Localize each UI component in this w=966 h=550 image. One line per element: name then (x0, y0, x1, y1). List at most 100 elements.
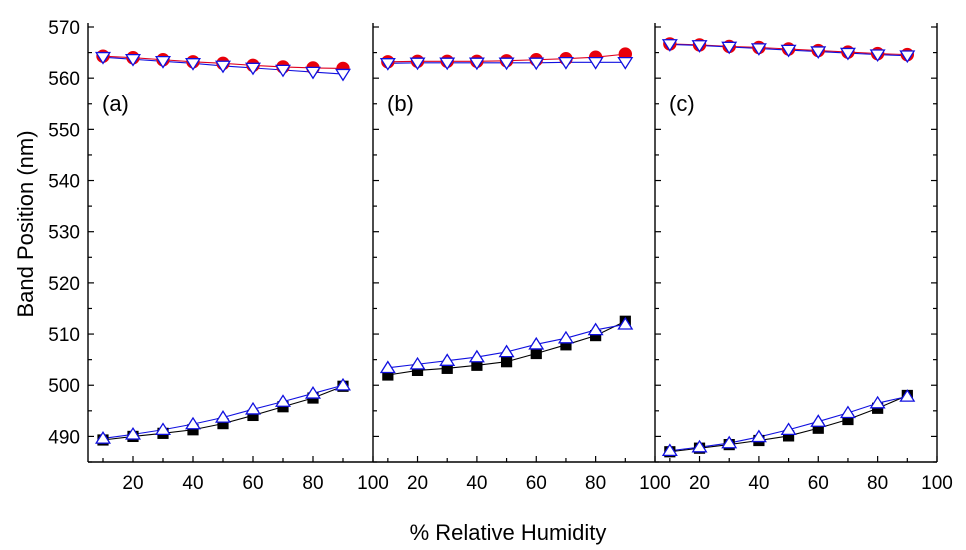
x-tick-label: 80 (585, 473, 606, 494)
y-tick-label: 500 (48, 376, 80, 397)
data-point-square (842, 413, 854, 426)
panel-2: 20 40 60 80 100 (b) (372, 23, 671, 494)
data-point-triangle-down (691, 40, 708, 53)
data-point-triangle-down (587, 57, 604, 70)
data-point-triangle-up (275, 394, 291, 407)
data-point-triangle-up (557, 330, 574, 344)
data-point-triangle-up (869, 395, 886, 409)
data-point-square (471, 359, 483, 371)
y-tick-label: 490 (48, 427, 80, 448)
data-point-square (382, 369, 394, 381)
data-point-triangle-up (810, 414, 827, 427)
data-point-triangle-up (587, 322, 604, 336)
y-tick-label: 530 (48, 223, 80, 244)
data-point-triangle-down (379, 58, 396, 71)
data-point-triangle-up (498, 344, 515, 358)
data-point-triangle-up (439, 353, 456, 366)
data-point-triangle-up (839, 405, 856, 419)
data-point-triangle-down (409, 57, 426, 71)
data-point-triangle-up (125, 426, 141, 440)
data-point-square (530, 347, 542, 360)
data-point-square (411, 364, 424, 376)
x-tick-label: 40 (466, 473, 487, 494)
panel-3: 20 40 60 80 100 (c) (654, 23, 953, 494)
x-tick-label: 80 (302, 473, 323, 494)
data-point-triangle-down (899, 50, 916, 64)
x-tick-label: 20 (122, 473, 143, 494)
data-point-square (560, 339, 572, 351)
x-tick-label: 100 (357, 473, 389, 494)
data-point-triangle-down (275, 64, 291, 78)
y-axis-title: Band Position (nm) (13, 130, 38, 317)
data-point-triangle-up (468, 349, 485, 363)
y-tick-label: 560 (48, 69, 80, 90)
data-point-square (441, 362, 453, 374)
data-point-triangle-down (869, 49, 886, 63)
data-point-triangle-up (305, 386, 321, 399)
x-tick-label: 100 (921, 473, 953, 494)
x-tick-label: 20 (689, 473, 710, 494)
data-point-triangle-up (750, 429, 767, 443)
data-point-triangle-down (439, 57, 456, 71)
panel-label: (a) (102, 91, 129, 116)
data-point-triangle-down (780, 44, 797, 58)
data-point-triangle-down (185, 58, 201, 71)
data-point-triangle-up (95, 431, 111, 444)
data-point-triangle-down (155, 55, 171, 69)
data-point-triangle-down (305, 66, 321, 80)
data-point-triangle-down (721, 41, 738, 55)
data-point-triangle-down (245, 62, 261, 76)
data-point-square (590, 329, 602, 342)
data-point-triangle-up (661, 443, 678, 457)
data-point-triangle-up (528, 336, 545, 350)
data-point-triangle-down (498, 57, 515, 71)
data-point-triangle-up (721, 435, 738, 449)
panel-label: (b) (387, 91, 414, 116)
y-tick-label: 570 (48, 18, 80, 39)
data-point-triangle-up (155, 422, 171, 436)
data-point-triangle-down (125, 53, 141, 67)
x-tick-label: 100 (639, 473, 671, 494)
data-point-square (187, 424, 199, 436)
x-tick-label: 60 (242, 473, 263, 494)
data-point-triangle-down (750, 43, 767, 56)
data-point-triangle-down (839, 47, 856, 61)
y-tick-label: 520 (48, 274, 80, 295)
y-tick-label: 550 (48, 120, 80, 141)
data-point-triangle-up (409, 356, 426, 370)
data-point-square (782, 430, 795, 442)
y-tick-label: 540 (48, 172, 80, 193)
data-point-triangle-up (379, 360, 396, 374)
data-point-triangle-down (810, 46, 827, 59)
panels-layer: 490 500 510 520 530 540 550 560 570 20 40 60 80 100 (a… (48, 18, 953, 494)
data-point-triangle-down (335, 68, 351, 82)
data-point-triangle-up (899, 389, 916, 402)
data-point-triangle-up (617, 316, 634, 330)
data-point-triangle-down (617, 57, 634, 70)
data-point-triangle-down (557, 57, 574, 70)
data-point-triangle-up (335, 377, 351, 391)
x-tick-label: 60 (526, 473, 547, 494)
y-tick-label: 510 (48, 325, 80, 346)
data-point-triangle-down (95, 51, 111, 65)
data-point-square (247, 409, 259, 422)
data-point-triangle-down (528, 57, 545, 71)
x-tick-label: 40 (182, 473, 203, 494)
x-tick-label: 80 (867, 473, 888, 494)
data-point-triangle-down (661, 39, 678, 52)
x-tick-label: 40 (748, 473, 769, 494)
data-point-square (812, 422, 824, 434)
data-point-triangle-up (185, 416, 201, 430)
data-point-triangle-down (468, 57, 485, 71)
data-point-square (217, 418, 229, 430)
x-tick-label: 60 (808, 473, 829, 494)
data-point-triangle-up (691, 439, 708, 453)
panel-label: (c) (669, 91, 695, 116)
panel-1: 490 500 510 520 530 540 550 560 570 20 40 60 80 100 (a… (48, 18, 389, 494)
data-point-triangle-up (215, 410, 231, 423)
data-point-square (500, 356, 513, 368)
x-tick-label: 20 (407, 473, 428, 494)
x-axis-title: % Relative Humidity (410, 520, 607, 545)
data-point-triangle-down (215, 60, 231, 74)
